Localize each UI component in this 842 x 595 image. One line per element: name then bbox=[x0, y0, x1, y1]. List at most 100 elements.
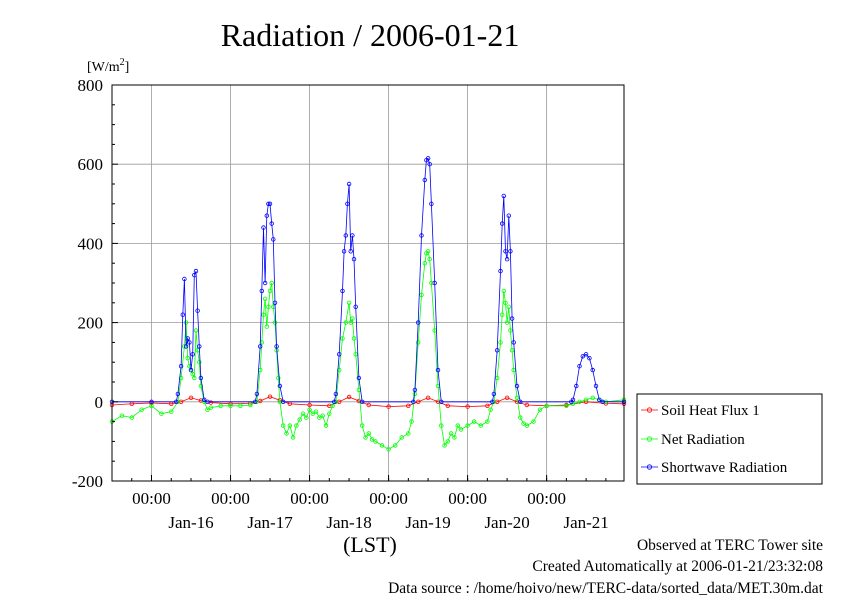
data-point bbox=[310, 411, 315, 416]
footer-site: Observed at TERC Tower site bbox=[637, 537, 823, 554]
data-point bbox=[429, 201, 434, 206]
data-point bbox=[201, 397, 207, 402]
chart-title: Radiation / 2006-01-21 bbox=[221, 17, 520, 53]
data-point bbox=[262, 296, 268, 301]
data-point bbox=[587, 356, 592, 361]
data-point bbox=[340, 288, 345, 294]
data-point bbox=[271, 237, 276, 242]
data-point bbox=[337, 367, 342, 373]
data-point bbox=[266, 304, 271, 309]
data-point bbox=[503, 249, 508, 254]
legend-box bbox=[636, 393, 823, 485]
data-point bbox=[597, 397, 602, 402]
data-point bbox=[188, 367, 194, 373]
date-label: Jan-21 bbox=[563, 513, 608, 532]
data-point bbox=[452, 435, 457, 440]
data-point bbox=[346, 181, 352, 187]
data-point bbox=[478, 423, 483, 428]
data-point bbox=[261, 312, 266, 317]
data-point bbox=[307, 402, 312, 408]
data-point bbox=[448, 431, 454, 436]
data-point bbox=[193, 268, 199, 274]
date-label: Jan-17 bbox=[247, 513, 293, 532]
axis-ticks: -200 0 200 400 600 800 00:00 00:00 00:00 00:00 00:… bbox=[72, 76, 609, 532]
legend-marker-shortwave bbox=[646, 464, 653, 470]
data-point bbox=[590, 367, 595, 373]
data-point bbox=[514, 395, 520, 400]
data-point bbox=[465, 423, 470, 428]
data-point bbox=[366, 402, 371, 408]
data-point bbox=[508, 328, 513, 333]
data-point bbox=[252, 399, 258, 404]
data-point bbox=[504, 320, 510, 325]
data-point bbox=[129, 415, 134, 420]
data-point bbox=[266, 201, 271, 206]
data-point bbox=[313, 409, 319, 414]
data-point bbox=[183, 320, 189, 325]
data-point bbox=[518, 415, 523, 420]
data-point bbox=[435, 367, 441, 373]
data-point bbox=[274, 344, 279, 349]
data-point bbox=[119, 413, 125, 418]
data-point bbox=[416, 320, 421, 325]
data-point bbox=[345, 201, 350, 206]
data-point bbox=[333, 391, 339, 397]
data-point bbox=[500, 312, 505, 317]
data-point bbox=[267, 394, 273, 399]
data-point bbox=[564, 403, 569, 408]
data-point bbox=[500, 221, 505, 226]
series-layer bbox=[109, 156, 627, 452]
data-point bbox=[524, 423, 530, 428]
data-point bbox=[197, 344, 202, 349]
series-line bbox=[111, 250, 625, 450]
date-label: Jan-19 bbox=[405, 513, 450, 532]
data-point bbox=[341, 249, 347, 254]
y-unit-label: [W/m2] bbox=[87, 57, 129, 75]
y-tick-label: 400 bbox=[78, 234, 104, 253]
data-point bbox=[238, 403, 243, 408]
data-point bbox=[422, 177, 427, 183]
data-point bbox=[416, 340, 421, 345]
data-point bbox=[192, 272, 197, 278]
date-label: Jan-20 bbox=[484, 513, 529, 532]
y-unit-base: [W/m bbox=[87, 60, 120, 75]
data-point bbox=[248, 402, 253, 408]
data-point bbox=[406, 403, 411, 408]
data-point bbox=[287, 423, 292, 428]
data-point bbox=[583, 352, 589, 357]
data-point bbox=[317, 415, 322, 420]
data-point bbox=[498, 340, 503, 345]
data-point bbox=[350, 233, 355, 238]
data-point bbox=[356, 375, 362, 381]
data-point bbox=[294, 423, 299, 428]
data-point bbox=[488, 407, 493, 412]
x-axis-label: (LST) bbox=[343, 532, 397, 557]
data-point bbox=[185, 356, 190, 361]
data-point bbox=[593, 383, 599, 389]
data-point bbox=[485, 419, 490, 424]
y-tick-label: 800 bbox=[78, 76, 104, 95]
series-shortwave-radiation bbox=[109, 156, 627, 404]
data-point bbox=[427, 161, 432, 167]
data-point bbox=[580, 354, 585, 359]
data-point bbox=[465, 404, 470, 409]
data-point bbox=[330, 403, 335, 408]
y-unit-close: ] bbox=[125, 60, 130, 75]
data-point bbox=[267, 288, 273, 294]
data-point bbox=[323, 423, 329, 428]
data-point bbox=[360, 399, 365, 404]
data-point bbox=[427, 257, 432, 262]
data-point bbox=[208, 405, 213, 410]
data-point bbox=[258, 344, 263, 349]
data-point bbox=[350, 316, 355, 321]
data-point bbox=[531, 419, 536, 424]
data-point bbox=[159, 411, 164, 416]
series-line bbox=[111, 396, 625, 408]
data-point bbox=[281, 399, 286, 404]
data-point bbox=[600, 399, 605, 404]
data-point bbox=[506, 304, 511, 309]
data-point bbox=[521, 421, 526, 426]
data-point bbox=[195, 308, 200, 313]
data-point bbox=[182, 276, 187, 282]
data-point bbox=[332, 399, 337, 404]
